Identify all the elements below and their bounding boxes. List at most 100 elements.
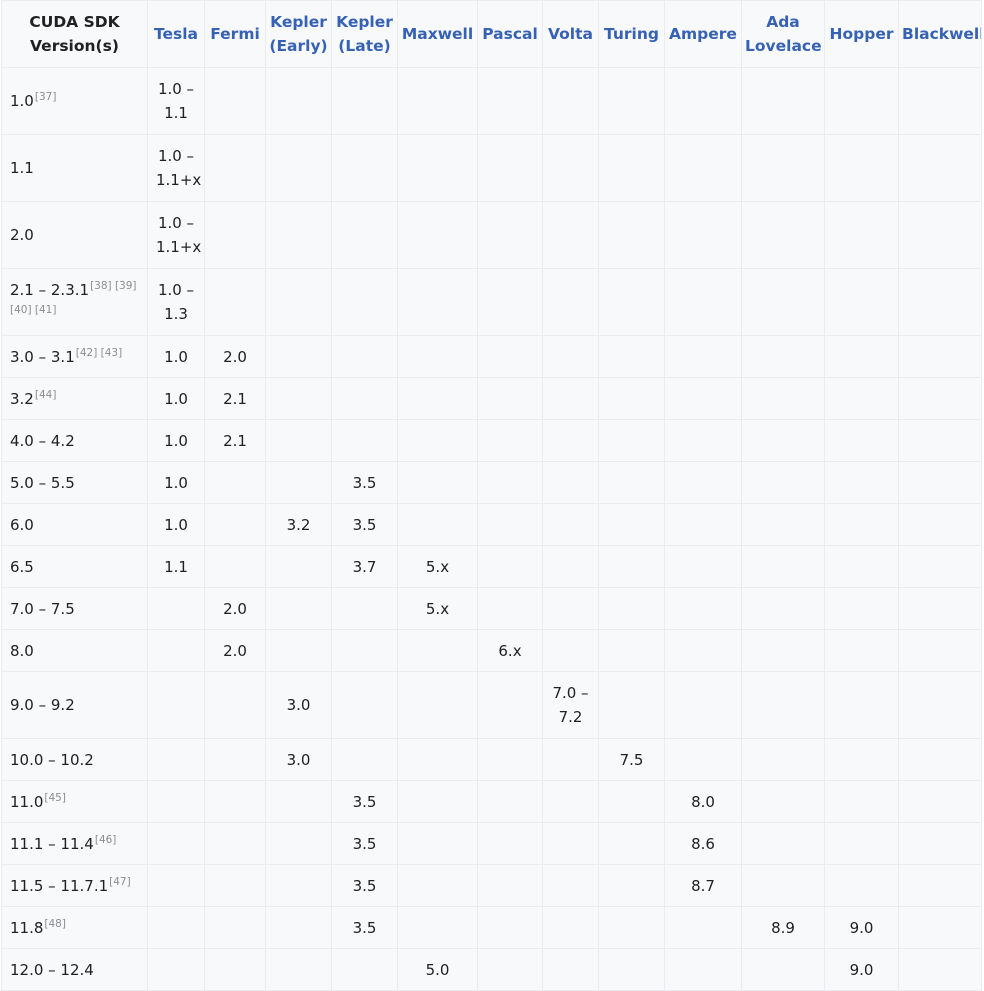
compute-capability-cell xyxy=(741,864,825,907)
compute-capability-cell xyxy=(542,503,599,546)
compute-capability-cell xyxy=(542,906,599,949)
compute-capability-cell xyxy=(477,587,543,630)
compute-capability-cell: 2.0 xyxy=(204,629,266,672)
compute-capability-cell xyxy=(542,822,599,865)
compute-capability-cell xyxy=(331,629,398,672)
compute-capability-cell: 3.5 xyxy=(331,864,398,907)
compute-capability-cell xyxy=(741,335,825,378)
compute-capability-cell xyxy=(204,134,266,202)
sdk-version-label: 2.0 xyxy=(10,226,34,244)
col-header-maxwell-link[interactable]: Maxwell xyxy=(397,0,478,68)
sdk-version-label: 6.5 xyxy=(10,557,34,576)
compute-capability-cell xyxy=(265,587,332,630)
compute-capability-cell: 2.0 xyxy=(204,335,266,378)
compute-capability-cell: 8.7 xyxy=(664,864,742,907)
compute-capability-cell xyxy=(824,822,899,865)
reference-link[interactable]: [46] xyxy=(94,833,117,846)
compute-capability-cell xyxy=(898,822,982,865)
compute-capability-cell xyxy=(147,822,205,865)
table-body: 1.0[37] 1.0 – 1.1 1.1 1.0 – 1.1+x 2.0 1.0 – 1… xyxy=(1,67,982,991)
col-header-fermi-link[interactable]: Fermi xyxy=(204,0,266,68)
compute-capability-cell xyxy=(898,377,982,420)
compute-capability-cell xyxy=(824,335,899,378)
col-header-blackwell-link[interactable]: Blackwell xyxy=(898,0,982,68)
col-header-kepler-late-link[interactable]: Kepler (Late) xyxy=(331,0,398,68)
compute-capability-cell xyxy=(598,377,665,420)
compute-capability-cell xyxy=(542,948,599,991)
sdk-version-cell: 4.0 – 4.2 xyxy=(1,419,148,462)
compute-capability-cell xyxy=(741,268,825,336)
sdk-version-cell: 1.1 xyxy=(1,134,148,202)
compute-capability-cell: 1.0 xyxy=(147,461,205,504)
compute-capability-cell xyxy=(397,268,478,336)
col-header-kepler-early-link[interactable]: Kepler (Early) xyxy=(265,0,332,68)
compute-capability-cell xyxy=(477,545,543,588)
compute-capability-cell xyxy=(898,201,982,269)
sdk-version-label: 11.8 xyxy=(10,918,44,937)
reference-link[interactable]: [38] [39] [40] [41] xyxy=(10,280,137,316)
compute-capability-cell xyxy=(898,864,982,907)
reference-link[interactable]: [48] xyxy=(44,917,66,930)
compute-capability-cell xyxy=(664,419,742,462)
compute-capability-cell: 5.x xyxy=(397,545,478,588)
compute-capability-cell xyxy=(204,461,266,504)
col-header-pascal-link[interactable]: Pascal xyxy=(477,0,543,68)
compute-capability-cell xyxy=(265,377,332,420)
compute-capability-cell: 3.5 xyxy=(331,780,398,823)
reference-link[interactable]: [47] xyxy=(109,875,131,888)
compute-capability-cell xyxy=(147,738,205,781)
compute-capability-cell xyxy=(331,268,398,336)
compute-capability-cell xyxy=(265,629,332,672)
compute-capability-cell xyxy=(204,822,266,865)
compute-capability-cell xyxy=(477,419,543,462)
compute-capability-cell xyxy=(477,268,543,336)
compute-capability-cell xyxy=(741,671,825,739)
compute-capability-cell xyxy=(898,948,982,991)
sdk-version-cell: 5.0 – 5.5 xyxy=(1,461,148,504)
col-header-hopper-link[interactable]: Hopper xyxy=(824,0,899,68)
compute-capability-cell xyxy=(265,780,332,823)
compute-capability-cell: 1.0 xyxy=(147,335,205,378)
compute-capability-cell: 3.0 xyxy=(265,738,332,781)
compute-capability-cell xyxy=(598,545,665,588)
compute-capability-cell xyxy=(898,503,982,546)
compute-capability-cell xyxy=(331,587,398,630)
col-header-turing-link[interactable]: Turing xyxy=(598,0,665,68)
table-row: 8.0 2.0 6.x xyxy=(1,629,982,672)
compute-capability-cell xyxy=(598,419,665,462)
compute-capability-cell xyxy=(477,948,543,991)
compute-capability-cell xyxy=(477,864,543,907)
sdk-version-cell: 7.0 – 7.5 xyxy=(1,587,148,630)
compute-capability-cell xyxy=(898,587,982,630)
col-header-ampere-link[interactable]: Ampere xyxy=(664,0,742,68)
reference-link[interactable]: [45] xyxy=(44,791,66,804)
compute-capability-cell xyxy=(741,587,825,630)
compute-capability-cell: 1.0 – 1.1 xyxy=(147,67,205,135)
compute-capability-cell xyxy=(598,822,665,865)
col-header-tesla-link[interactable]: Tesla xyxy=(147,0,205,68)
table-row: 2.1 – 2.3.1[38] [39] [40] [41] 1.0 – 1.3 xyxy=(1,268,982,336)
compute-capability-cell xyxy=(331,738,398,781)
table-row: 6.0 1.0 3.2 3.5 xyxy=(1,503,982,546)
reference-link[interactable]: [42] [43] xyxy=(75,346,123,359)
compute-capability-cell xyxy=(741,629,825,672)
compute-capability-cell xyxy=(397,335,478,378)
compute-capability-cell xyxy=(898,906,982,949)
compute-capability-cell: 1.0 – 1.3 xyxy=(147,268,205,336)
col-header-volta-link[interactable]: Volta xyxy=(542,0,599,68)
compute-capability-cell: 1.1 xyxy=(147,545,205,588)
reference-link[interactable]: [44] xyxy=(34,388,57,401)
sdk-version-label: 11.1 – 11.4 xyxy=(10,834,94,853)
sdk-version-cell: 8.0 xyxy=(1,629,148,672)
compute-capability-cell xyxy=(331,67,398,135)
compute-capability-cell xyxy=(147,587,205,630)
col-header-ada-lovelace-link[interactable]: Ada Lovelace xyxy=(741,0,825,68)
reference-link[interactable]: [37] xyxy=(34,91,57,103)
sdk-version-cell: 2.0 xyxy=(1,201,148,269)
table-row: 10.0 – 10.2 3.0 7.5 xyxy=(1,738,982,781)
compute-capability-cell xyxy=(741,377,825,420)
compute-capability-cell xyxy=(898,738,982,781)
compute-capability-cell xyxy=(397,822,478,865)
compute-capability-cell xyxy=(598,201,665,269)
compute-capability-cell xyxy=(265,134,332,202)
